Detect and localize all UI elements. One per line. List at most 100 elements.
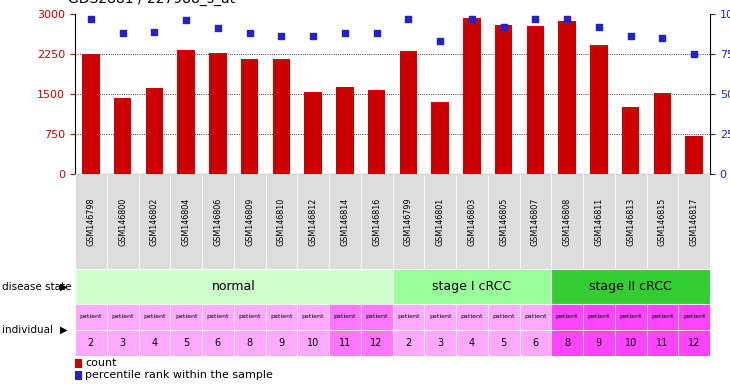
- Bar: [75, 174, 107, 269]
- Bar: [622, 107, 639, 174]
- Text: patient: patient: [175, 314, 197, 319]
- Text: GSM146813: GSM146813: [626, 197, 635, 246]
- Point: [307, 33, 319, 40]
- Text: patient: patient: [524, 314, 547, 319]
- Text: patient: patient: [683, 314, 705, 319]
- Bar: [615, 330, 647, 356]
- Bar: [368, 90, 385, 174]
- Text: ▶: ▶: [61, 325, 68, 335]
- Bar: [393, 174, 424, 269]
- Bar: [107, 174, 139, 269]
- Text: patient: patient: [80, 314, 102, 319]
- Point: [561, 16, 573, 22]
- Bar: [424, 330, 456, 356]
- Text: 4: 4: [151, 338, 158, 348]
- Text: patient: patient: [651, 314, 674, 319]
- Bar: [297, 174, 329, 269]
- Text: 3: 3: [437, 338, 443, 348]
- Text: patient: patient: [143, 314, 166, 319]
- Bar: [520, 330, 551, 356]
- Point: [85, 16, 96, 22]
- Bar: [139, 174, 170, 269]
- Point: [434, 38, 446, 44]
- Text: GSM146800: GSM146800: [118, 197, 127, 246]
- Text: 6: 6: [532, 338, 539, 348]
- Text: normal: normal: [212, 280, 256, 293]
- Bar: [266, 174, 297, 269]
- Bar: [495, 25, 512, 174]
- Bar: [424, 174, 456, 269]
- Bar: [463, 18, 480, 174]
- Text: GSM146804: GSM146804: [182, 197, 191, 246]
- Bar: [551, 330, 583, 356]
- Point: [180, 17, 192, 23]
- Bar: [678, 174, 710, 269]
- Text: GSM146812: GSM146812: [309, 197, 318, 246]
- Bar: [685, 136, 703, 174]
- Bar: [361, 330, 393, 356]
- Text: 3: 3: [120, 338, 126, 348]
- Bar: [329, 304, 361, 330]
- Point: [688, 51, 700, 57]
- Text: 2: 2: [88, 338, 94, 348]
- Bar: [399, 51, 417, 174]
- Bar: [202, 174, 234, 269]
- Text: 12: 12: [688, 338, 700, 348]
- Text: GSM146799: GSM146799: [404, 197, 413, 246]
- Point: [148, 28, 160, 35]
- Bar: [653, 93, 671, 174]
- Bar: [583, 174, 615, 269]
- Bar: [583, 304, 615, 330]
- Bar: [678, 330, 710, 356]
- Bar: [456, 330, 488, 356]
- Bar: [272, 59, 290, 174]
- Text: ▶: ▶: [61, 281, 68, 291]
- Text: patient: patient: [366, 314, 388, 319]
- Text: GSM146810: GSM146810: [277, 197, 286, 246]
- Text: patient: patient: [270, 314, 293, 319]
- Point: [371, 30, 383, 36]
- Point: [275, 33, 287, 40]
- Text: 5: 5: [501, 338, 507, 348]
- Text: GSM146807: GSM146807: [531, 197, 540, 246]
- Text: GSM146806: GSM146806: [213, 197, 223, 246]
- Text: 9: 9: [596, 338, 602, 348]
- Text: 11: 11: [656, 338, 669, 348]
- Bar: [75, 304, 107, 330]
- Bar: [297, 330, 329, 356]
- Bar: [241, 60, 258, 174]
- Text: 4: 4: [469, 338, 475, 348]
- Bar: [551, 304, 583, 330]
- Bar: [551, 174, 583, 269]
- Bar: [520, 174, 551, 269]
- Bar: [361, 304, 393, 330]
- Bar: [456, 174, 488, 269]
- Bar: [107, 330, 139, 356]
- Bar: [520, 304, 551, 330]
- Point: [656, 35, 668, 41]
- Bar: [177, 50, 195, 174]
- Bar: [558, 22, 576, 174]
- Bar: [75, 359, 82, 368]
- Bar: [393, 269, 551, 304]
- Point: [625, 33, 637, 40]
- Text: patient: patient: [207, 314, 229, 319]
- Bar: [139, 304, 170, 330]
- Point: [593, 24, 604, 30]
- Bar: [146, 88, 163, 174]
- Bar: [234, 174, 266, 269]
- Bar: [336, 86, 353, 174]
- Bar: [393, 330, 424, 356]
- Point: [402, 16, 414, 22]
- Text: patient: patient: [334, 314, 356, 319]
- Text: stage II cRCC: stage II cRCC: [589, 280, 672, 293]
- Point: [244, 30, 256, 36]
- Text: GSM146817: GSM146817: [690, 197, 699, 246]
- Text: patient: patient: [239, 314, 261, 319]
- Text: patient: patient: [302, 314, 324, 319]
- Text: 12: 12: [370, 338, 383, 348]
- Bar: [329, 174, 361, 269]
- Text: GSM146816: GSM146816: [372, 197, 381, 246]
- Text: 8: 8: [247, 338, 253, 348]
- Text: patient: patient: [556, 314, 578, 319]
